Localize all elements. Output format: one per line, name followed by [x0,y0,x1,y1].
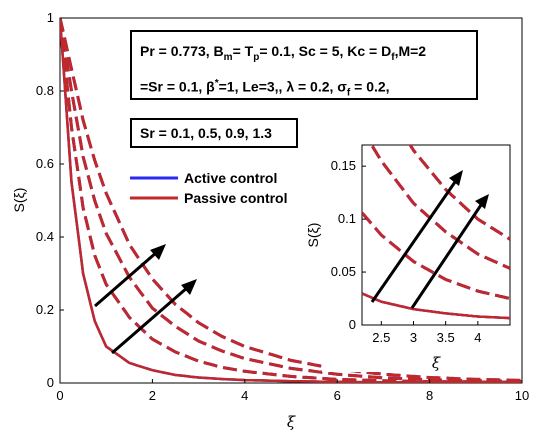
x-tick-label: 6 [334,388,341,403]
param-text: = T [232,43,254,59]
y-tick-label: 0 [47,375,54,390]
series-line-passive-0.1 [362,292,510,320]
inset-y-ticks: 0 0.05 0.1 0.15 [331,158,366,332]
main-y-axis-label: S(ξ) [11,188,27,213]
series-line-passive-0.5 [362,211,510,300]
main-plot-frame [59,17,523,384]
y-tick-label: 1 [47,10,54,25]
series-line-passive-1.3 [408,145,510,241]
series-line-passive-0.9 [369,145,510,270]
x-tick-label: 3.5 [437,330,455,345]
param-sup: * [214,77,219,89]
inset-x-ticks: 2.5 3 3.5 4 [372,321,481,345]
param-sub: p [253,51,260,63]
arrow-1 [94,250,158,308]
y-tick-label: 0.1 [338,211,356,226]
sr-values-box: Sr = 0.1, 0.5, 0.9, 1.3 [130,118,298,148]
main-plot: 0 2 4 6 8 10 0 0.2 0.4 0.6 0.8 1 ξ S(ξ) Active con… [11,10,529,431]
arrow-2 [111,285,189,355]
parameters-line-1: Pr = 0.773, Bm= Tp= 0.1, Sc = 5, Kc = Df… [140,38,468,71]
inset-arrow-2 [410,204,483,309]
parameters-box: Pr = 0.773, Bm= Tp= 0.1, Sc = 5, Kc = Df… [130,30,478,100]
x-tick-label: 4 [241,388,248,403]
param-text: =1, Le=3,, λ = 0.2, σ [218,78,347,95]
y-tick-label: 0.15 [331,158,356,173]
arrow-1-head [150,244,166,260]
main-x-axis-label: ξ [287,413,296,431]
y-tick-label: 0.8 [36,83,54,98]
inset-plot: 2.5 3 3.5 4 0 0.05 0.1 0.15 ξ S(ξ) [305,137,512,372]
inset-arrow-2-head [475,194,489,209]
inset-y-axis-label: S(ξ) [305,223,321,248]
x-tick-label: 10 [515,388,529,403]
x-tick-label: 0 [56,388,63,403]
inset-arrows [370,170,489,309]
main-x-ticks: 0 2 4 6 8 10 [56,379,529,403]
inset-curves [362,145,510,320]
legend-active-label: Active control [184,170,277,186]
param-text: =Sr = 0.1, β [140,78,215,95]
legend-passive-label: Passive control [184,190,288,206]
param-sub: f [391,51,395,63]
arrow-2-head [181,279,197,295]
main-y-ticks: 0 0.2 0.4 0.6 0.8 1 [36,10,64,390]
main-arrows [94,244,197,355]
x-tick-label: 2 [149,388,156,403]
param-text: = 0.2, [350,78,390,95]
legend: Active control Passive control [130,170,288,206]
param-text: ,M=2 [394,43,427,59]
series-line-passive-1.3 [60,18,522,382]
y-tick-label: 0.6 [36,156,54,171]
x-tick-label: 8 [426,388,433,403]
x-tick-label: 3 [410,330,417,345]
inset-arrow-1-head [449,170,463,186]
y-tick-label: 0 [349,317,356,332]
x-tick-label: 2.5 [372,330,390,345]
param-text: Pr = 0.773, B [140,43,224,59]
param-sub: f [346,87,351,99]
sr-values-text: Sr = 0.1, 0.5, 0.9, 1.3 [140,125,272,141]
main-curves [60,18,522,383]
param-text: = 0.1, Sc = 5, Kc = D [259,43,392,59]
param-sub: m [223,51,233,63]
inset-x-axis-label: ξ [432,354,441,372]
inset-arrow-1 [370,181,457,303]
y-tick-label: 0.05 [331,264,356,279]
y-tick-label: 0.2 [36,302,54,317]
series-line-passive-0.9 [60,18,522,383]
inset-frame [361,144,511,326]
y-tick-label: 0.4 [36,229,54,244]
series-line-passive-0.5 [60,18,522,383]
parameters-line-2: =Sr = 0.1, β*=1, Le=3,, λ = 0.2, σf = 0.… [140,71,468,106]
x-tick-label: 4 [474,330,481,345]
